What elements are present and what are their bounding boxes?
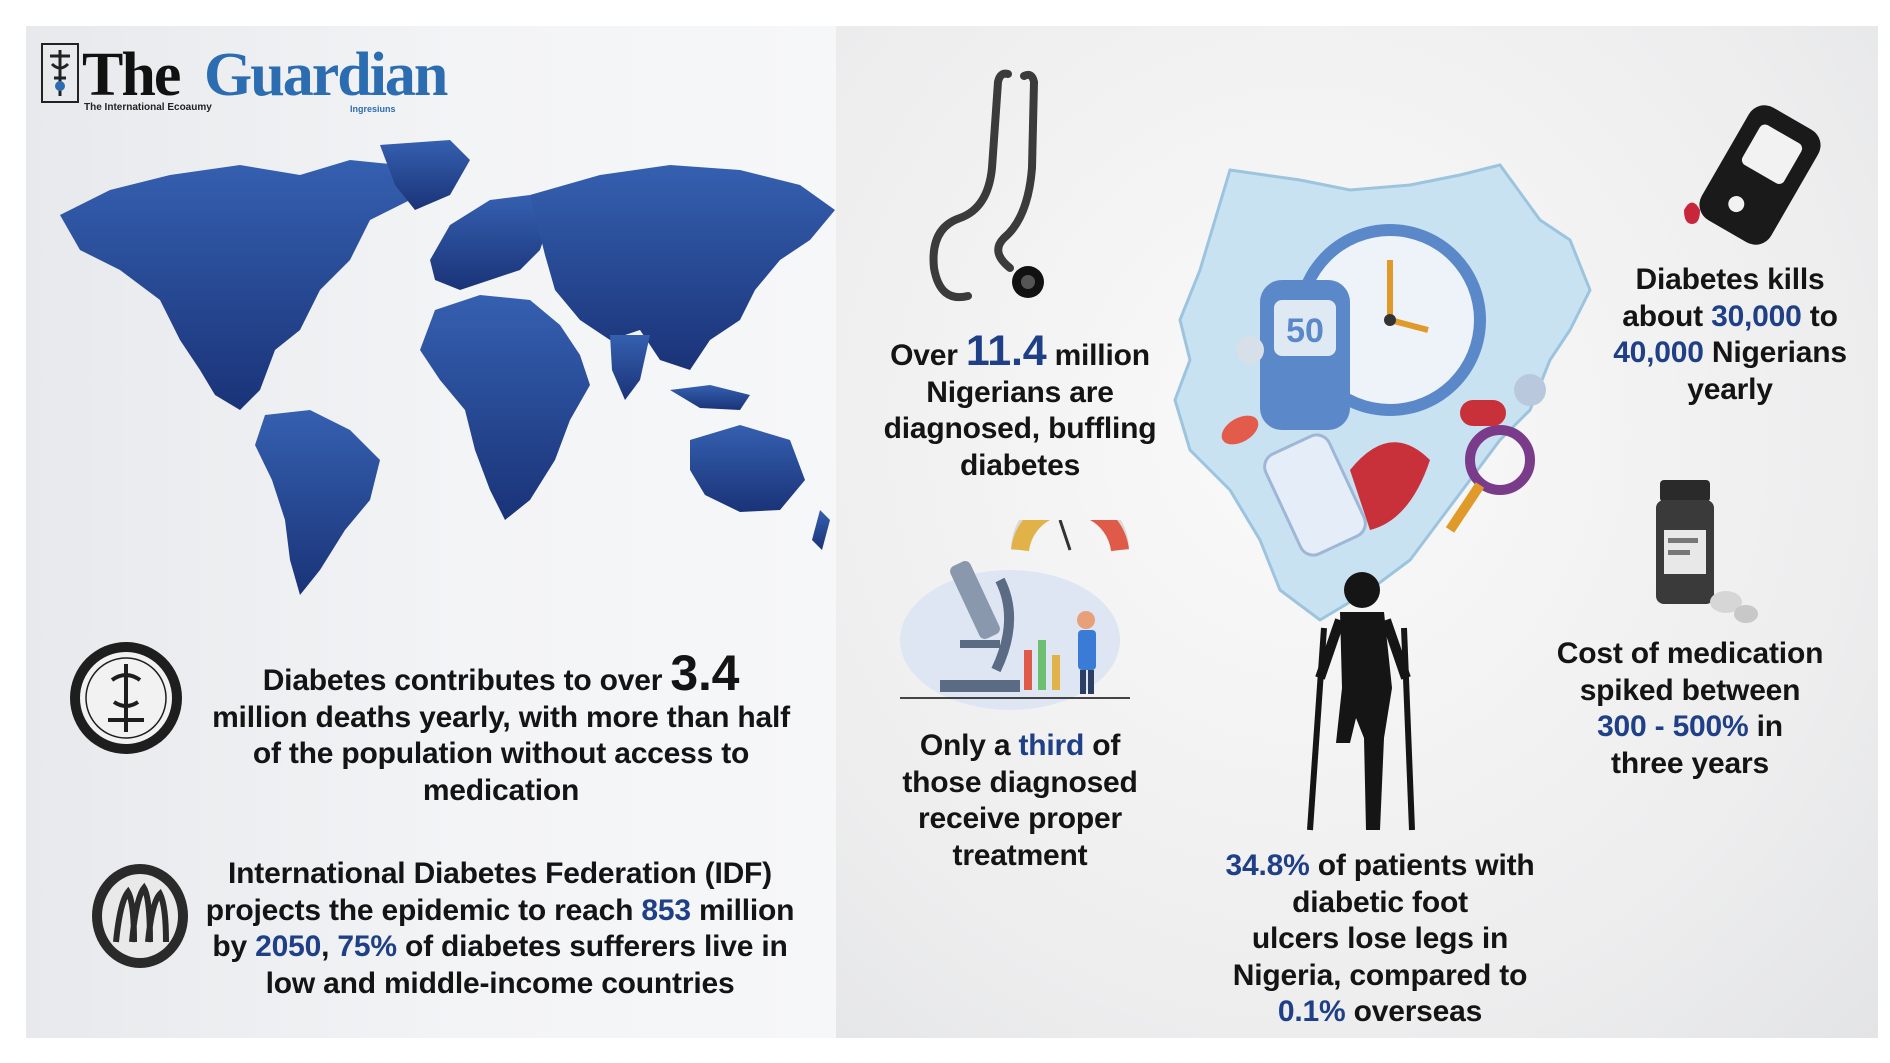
stat-deaths: Diabetes contributes to over 3.4 million… <box>186 648 816 809</box>
stat-idf-line4: low and middle-income countries <box>265 966 735 1000</box>
stat-idf-year: 2050 <box>255 930 322 964</box>
stat-diagnosed: Over 11.4 million Nigerians are diagnose… <box>860 330 1180 484</box>
logo-text-the: The <box>82 41 181 109</box>
stat-idf-sep: , <box>321 930 330 964</box>
stat-treatment-line2: those diagnosed <box>902 765 1138 799</box>
stat-diagnosed-value: 11.4 <box>965 327 1047 375</box>
logo-tagline: The International Ecoaumy <box>84 102 212 113</box>
stat-diagnosed-post: million <box>1054 339 1150 372</box>
stat-foot-line4: Nigeria, compared to <box>1232 958 1528 992</box>
logo-tag-right: Ingresiuns <box>350 104 396 114</box>
stat-cost-value: 300 - 500% <box>1597 710 1749 744</box>
stat-treatment-pre: Only a <box>919 729 1011 762</box>
amputee-on-crutches-icon <box>1307 572 1415 831</box>
medicine-bottle-icon <box>1656 480 1758 623</box>
emblem-seal-icon <box>70 642 182 754</box>
stat-cost: Cost of medication spiked between 300 - … <box>1540 636 1840 782</box>
guardian-crest-icon <box>41 43 79 103</box>
stat-deaths-line1: Diabetes contributes to over <box>262 664 663 697</box>
stethoscope-icon <box>929 69 1044 302</box>
stat-idf-line2-pre: projects the epidemic to reach <box>205 893 634 927</box>
stat-deaths-line3: of the population without access to <box>252 737 750 771</box>
stat-treatment: Only a third of those diagnosed receive … <box>870 728 1170 874</box>
stat-diagnosed-line4: diabetes <box>959 448 1081 482</box>
stat-deaths-line4: medication <box>422 773 580 807</box>
svg-text:50: 50 <box>1286 312 1324 350</box>
stat-treatment-value: third <box>1018 729 1085 762</box>
glucose-meter-icon <box>1684 105 1821 245</box>
stat-kills-value2: 40,000 <box>1613 336 1704 370</box>
stat-foot: 34.8% of patients with diabetic foot ulc… <box>1180 848 1580 1031</box>
stat-idf-line3-pre: by <box>212 930 247 964</box>
stat-treatment-post: of <box>1092 729 1121 762</box>
stat-kills-pre: about <box>1622 299 1703 333</box>
stat-kills-value1: 30,000 <box>1711 299 1802 333</box>
stat-cost-line1: Cost of medication <box>1556 637 1824 670</box>
stat-foot-line2: diabetic foot <box>1292 885 1468 919</box>
stat-idf-line2-post: million <box>698 893 795 927</box>
world-map-icon <box>60 140 835 595</box>
stat-cost-line2: spiked between <box>1579 673 1801 707</box>
stat-foot-value2: 0.1% <box>1277 995 1346 1029</box>
idf-seal-icon <box>92 864 188 968</box>
stat-foot-post1: of patients with <box>1317 849 1535 882</box>
stat-foot-post2: overseas <box>1353 995 1483 1029</box>
stat-foot-line3: ulcers lose legs in <box>1251 922 1509 956</box>
stat-diagnosed-line2: Nigerians are <box>926 375 1114 409</box>
stat-cost-line4: three years <box>1611 746 1769 780</box>
stat-idf-value: 853 <box>641 893 691 927</box>
stat-cost-post: in <box>1756 710 1783 744</box>
stat-kills: Diabetes kills about 30,000 to 40,000 Ni… <box>1590 262 1870 408</box>
stat-idf: International Diabetes Federation (IDF) … <box>190 856 810 1002</box>
stat-kills-mid: to <box>1809 299 1838 333</box>
stat-treatment-line4: treatment <box>952 838 1088 872</box>
stat-kills-line4: yearly <box>1687 372 1773 406</box>
stat-idf-line3-post: of diabetes sufferers live in <box>404 930 788 964</box>
stat-deaths-line2: million deaths yearly, with more than ha… <box>212 700 790 734</box>
stat-diagnosed-pre: Over <box>890 339 958 372</box>
stat-idf-line1: International Diabetes Federation (IDF) <box>228 857 772 890</box>
stat-diagnosed-line3: diagnosed, buffling <box>883 412 1157 446</box>
guardian-logo[interactable]: The Guardian The International Ecoaumy I… <box>40 40 448 120</box>
logo-text-guardian: Guardian <box>204 41 448 109</box>
stat-treatment-line3: receive proper <box>918 802 1122 836</box>
microscope-lab-icon <box>900 520 1130 710</box>
nigeria-map-icon: 50 <box>1173 163 1592 622</box>
stat-deaths-value: 3.4 <box>670 645 740 701</box>
stat-kills-line1: Diabetes kills <box>1635 263 1825 296</box>
stat-foot-value1: 34.8% <box>1225 849 1310 882</box>
stat-idf-pct: 75% <box>337 930 397 964</box>
stat-kills-post: Nigerians <box>1711 336 1847 370</box>
